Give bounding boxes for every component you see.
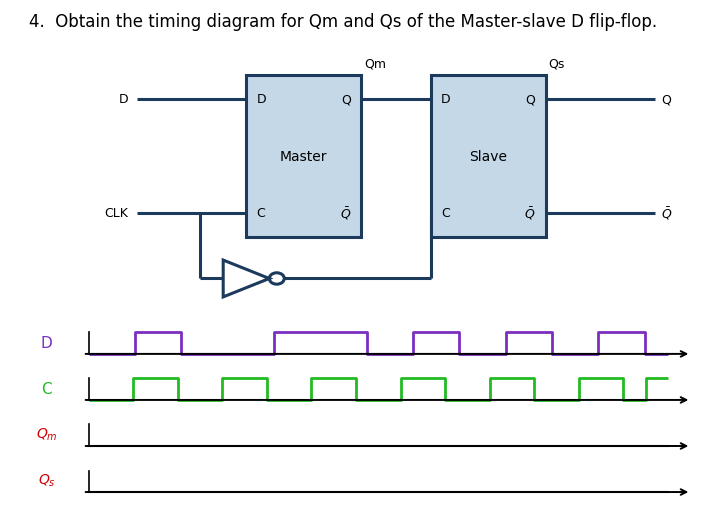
Text: $\bar{Q}$: $\bar{Q}$	[524, 205, 536, 222]
Text: C: C	[441, 207, 450, 220]
Text: CLK: CLK	[104, 207, 128, 220]
Text: Q: Q	[661, 93, 671, 106]
Text: Qs: Qs	[549, 57, 565, 70]
Text: Q: Q	[526, 93, 536, 106]
Text: Master: Master	[280, 149, 328, 164]
Text: C: C	[42, 381, 52, 396]
Text: Q: Q	[341, 93, 351, 106]
Text: D: D	[119, 93, 128, 106]
Text: $\bar{Q}$: $\bar{Q}$	[661, 205, 672, 222]
Text: D: D	[41, 335, 53, 350]
Text: $Q_m$: $Q_m$	[36, 426, 58, 442]
Text: Qm: Qm	[364, 57, 387, 70]
Text: $Q_s$: $Q_s$	[38, 472, 55, 488]
Text: D: D	[441, 93, 451, 106]
FancyBboxPatch shape	[431, 75, 546, 237]
Text: $\bar{Q}$: $\bar{Q}$	[340, 205, 351, 222]
Text: Slave: Slave	[469, 149, 507, 164]
Text: D: D	[256, 93, 266, 106]
Text: 4.  Obtain the timing diagram for Qm and Qs of the Master-slave D flip-flop.: 4. Obtain the timing diagram for Qm and …	[29, 13, 657, 31]
Text: C: C	[256, 207, 266, 220]
FancyBboxPatch shape	[246, 75, 361, 237]
